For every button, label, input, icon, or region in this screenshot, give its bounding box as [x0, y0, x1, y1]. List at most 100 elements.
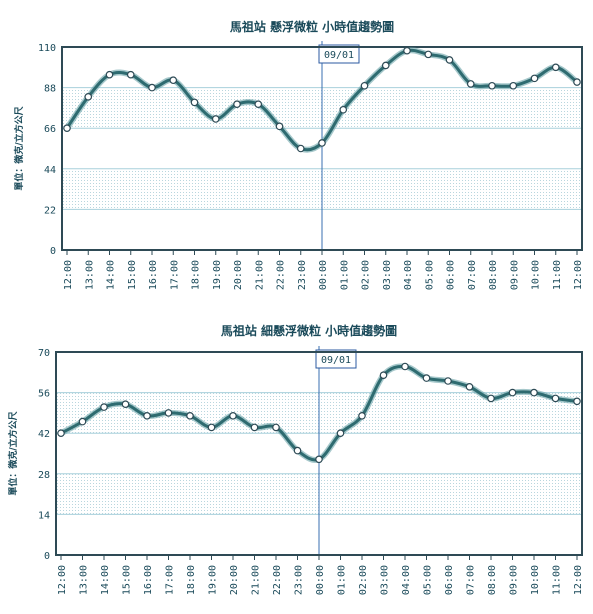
- data-point[interactable]: [121, 400, 130, 409]
- date-marker-box: [318, 44, 360, 64]
- x-tick-label: 23:00: [297, 260, 308, 290]
- data-point[interactable]: [339, 105, 348, 114]
- data-point[interactable]: [401, 362, 409, 371]
- data-point[interactable]: [233, 100, 241, 109]
- data-point[interactable]: [207, 423, 216, 432]
- data-point[interactable]: [229, 411, 237, 420]
- data-point[interactable]: [318, 139, 326, 147]
- data-point[interactable]: [84, 93, 93, 101]
- data-point[interactable]: [275, 122, 284, 131]
- y-tick-label: 56: [38, 389, 50, 400]
- x-tick-label: 04:00: [401, 565, 412, 595]
- x-tick-label: 15:00: [122, 565, 133, 595]
- data-point[interactable]: [445, 56, 454, 64]
- x-tick-label: 13:00: [84, 260, 95, 290]
- data-point[interactable]: [422, 374, 431, 382]
- chart-title: 馬祖站 懸浮微粒 小時值趨勢圖: [230, 19, 394, 34]
- data-point[interactable]: [403, 46, 411, 55]
- x-tick-label: 12:00: [573, 260, 584, 290]
- data-point[interactable]: [466, 80, 475, 88]
- x-tick-label: 14:00: [100, 565, 111, 595]
- x-tick-label: 10:00: [530, 565, 541, 595]
- x-tick-label: 05:00: [424, 260, 435, 290]
- y-tick-label: 88: [44, 84, 56, 95]
- data-point[interactable]: [381, 61, 390, 70]
- x-tick-label: 07:00: [467, 260, 478, 290]
- x-tick-label: 20:00: [229, 565, 240, 595]
- data-point[interactable]: [530, 388, 538, 397]
- chart-2: 馬祖站 細懸浮微粒 小時值趨勢圖 0 14 28 42 56 70 單位：微克/立方公尺 09/…: [7, 323, 584, 595]
- data-point[interactable]: [100, 403, 108, 411]
- x-tick-label: 08:00: [488, 260, 499, 290]
- x-tick-label: 16:00: [148, 260, 159, 290]
- data-point[interactable]: [143, 411, 151, 420]
- data-point[interactable]: [105, 70, 114, 79]
- x-tick-label: 00:00: [318, 260, 329, 290]
- x-tick-label: 09:00: [509, 260, 520, 290]
- data-point[interactable]: [551, 63, 560, 72]
- data-point[interactable]: [487, 394, 495, 403]
- y-axis-label: 單位：微克/立方公尺: [13, 106, 25, 190]
- data-point[interactable]: [57, 429, 65, 438]
- data-point[interactable]: [530, 74, 539, 83]
- x-tick-label: 15:00: [127, 260, 138, 290]
- data-point[interactable]: [360, 81, 369, 90]
- data-point[interactable]: [254, 100, 263, 109]
- x-tick-label: 21:00: [254, 260, 265, 290]
- data-point[interactable]: [444, 377, 452, 385]
- y-tick-label: 44: [44, 165, 56, 176]
- x-tick-label: 06:00: [444, 565, 455, 595]
- data-point[interactable]: [164, 409, 173, 417]
- data-point[interactable]: [126, 70, 135, 79]
- x-tick-label: 06:00: [446, 260, 457, 290]
- x-tick-label: 09:00: [509, 565, 520, 595]
- data-point[interactable]: [465, 382, 474, 391]
- data-point[interactable]: [211, 115, 220, 123]
- x-tick-label: 18:00: [191, 260, 202, 290]
- data-point[interactable]: [272, 423, 280, 432]
- x-tick-label: 12:00: [573, 565, 584, 595]
- y-tick-label: 0: [50, 246, 56, 257]
- x-tick-label: 21:00: [251, 565, 262, 595]
- data-point[interactable]: [78, 417, 87, 426]
- x-tick-label: 18:00: [186, 565, 197, 595]
- x-tick-label: 12:00: [63, 260, 74, 290]
- x-tick-label: 00:00: [315, 565, 326, 595]
- data-point[interactable]: [488, 81, 496, 90]
- data-point[interactable]: [509, 81, 518, 90]
- chart-1: 馬祖站 懸浮微粒 小時值趨勢圖 0 22 44 66 88 110 單位：微克/立方公尺 09/…: [13, 19, 584, 290]
- data-point[interactable]: [379, 371, 388, 380]
- data-point[interactable]: [190, 98, 199, 107]
- x-tick-label: 22:00: [272, 565, 283, 595]
- data-point[interactable]: [573, 78, 581, 86]
- x-tick-label: 01:00: [339, 260, 350, 290]
- x-tick-label: 01:00: [337, 565, 348, 595]
- data-point[interactable]: [186, 411, 194, 420]
- y-axis-label: 單位：微克/立方公尺: [7, 411, 19, 495]
- data-point[interactable]: [315, 455, 323, 464]
- date-marker-box: [315, 349, 357, 369]
- x-tick-label: 22:00: [276, 260, 287, 290]
- data-point[interactable]: [296, 144, 305, 153]
- data-point[interactable]: [148, 83, 156, 92]
- data-point[interactable]: [573, 397, 581, 406]
- data-point[interactable]: [424, 50, 433, 59]
- data-point[interactable]: [508, 388, 517, 397]
- x-tick-label: 11:00: [552, 260, 563, 290]
- data-point[interactable]: [358, 411, 366, 420]
- y-tick-label: 110: [38, 43, 56, 54]
- x-tick-label: 14:00: [106, 260, 117, 290]
- x-tick-label: 20:00: [233, 260, 244, 290]
- data-point[interactable]: [250, 423, 259, 432]
- y-tick-label: 22: [44, 205, 56, 216]
- data-point[interactable]: [169, 76, 178, 85]
- x-tick-label: 05:00: [423, 565, 434, 595]
- data-point[interactable]: [63, 124, 71, 133]
- data-point[interactable]: [336, 429, 345, 438]
- y-tick-label: 42: [38, 429, 50, 440]
- data-point[interactable]: [293, 446, 302, 455]
- x-tick-label: 08:00: [487, 565, 498, 595]
- x-tick-label: 12:00: [57, 565, 68, 595]
- data-point[interactable]: [551, 394, 560, 403]
